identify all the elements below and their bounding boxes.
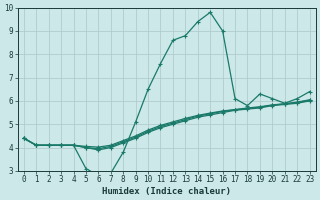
X-axis label: Humidex (Indice chaleur): Humidex (Indice chaleur)	[102, 187, 231, 196]
